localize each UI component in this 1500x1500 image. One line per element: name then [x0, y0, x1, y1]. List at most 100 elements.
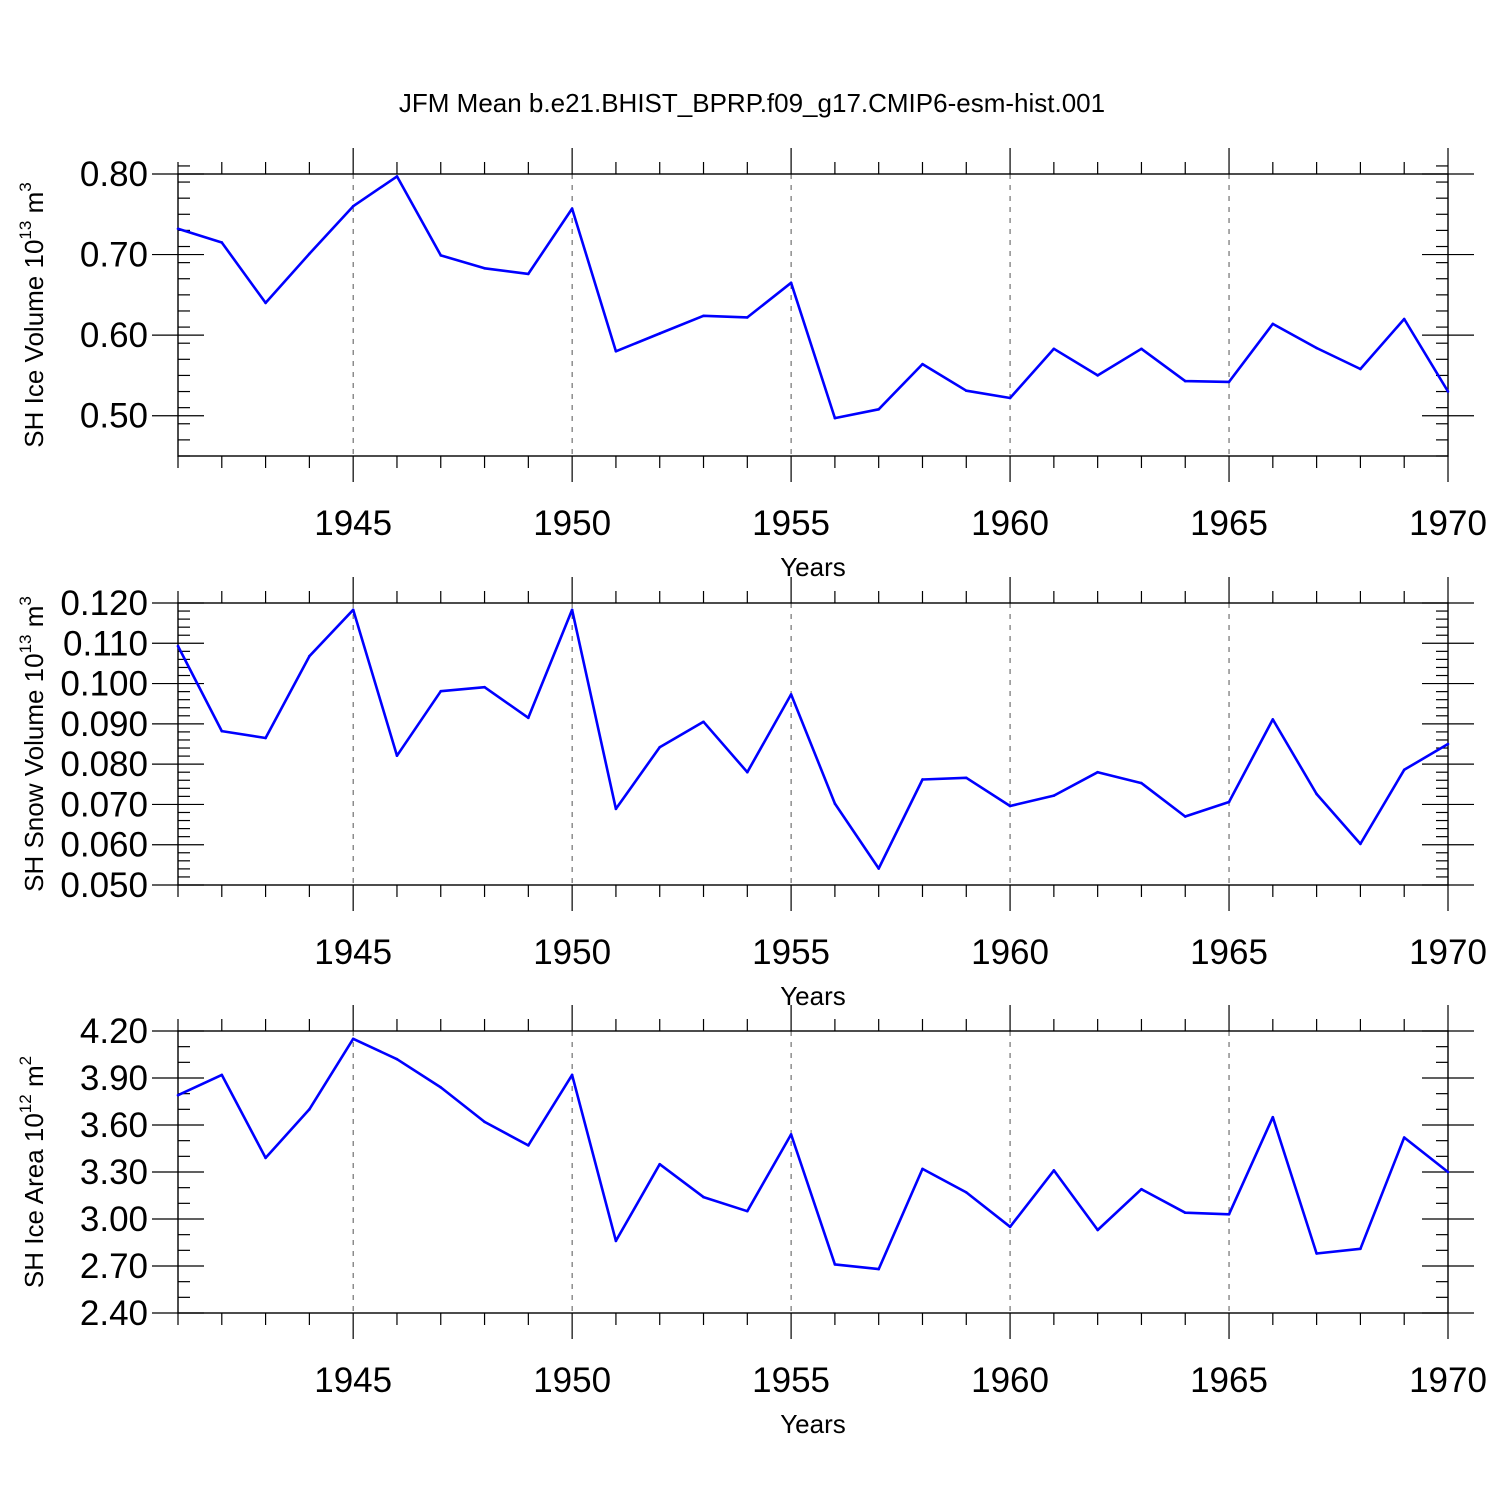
data-point [1183, 815, 1187, 818]
data-point [351, 608, 355, 612]
data-point [1140, 781, 1143, 785]
data-point [1315, 792, 1318, 796]
y-tick-label: 0.80 [80, 155, 148, 194]
data-point [308, 654, 311, 658]
data-point [351, 204, 355, 208]
x-tick-label: 1950 [533, 1361, 611, 1400]
data-point [570, 1073, 574, 1077]
x-tick-label: 1960 [971, 504, 1049, 543]
y-tick-label: 0.60 [80, 316, 148, 355]
data-point [1359, 367, 1362, 371]
data-point [964, 776, 968, 780]
data-point [789, 693, 793, 696]
data-point [746, 770, 749, 774]
data-point [395, 1057, 399, 1061]
y-tick-label: 3.90 [80, 1059, 148, 1098]
y-tick-label: 0.100 [60, 665, 148, 704]
y-tick-label: 2.70 [80, 1247, 148, 1286]
data-point [1008, 396, 1012, 400]
x-tick-label: 1960 [971, 1361, 1049, 1400]
x-tick-label: 1965 [1190, 504, 1268, 543]
figure-title: JFM Mean b.e21.BHIST_BPRP.f09_g17.CMIP6-… [399, 88, 1105, 118]
data-point [614, 1239, 618, 1243]
data-point [1227, 380, 1231, 384]
x-tick-label: 1945 [314, 1361, 392, 1400]
data-point [1227, 800, 1231, 804]
y-axis-title-unit-exponent: 3 [16, 596, 35, 605]
data-point [395, 754, 399, 757]
data-point [1008, 804, 1012, 808]
y-axis-title-unit-exponent: 2 [16, 1056, 35, 1065]
data-point [1096, 1228, 1099, 1232]
data-point [833, 802, 837, 805]
panel-2: 0.0500.0600.0700.0800.0900.1000.1100.120… [16, 577, 1487, 1011]
data-point [527, 1144, 530, 1147]
data-point [1402, 768, 1406, 772]
data-point [439, 254, 443, 257]
data-point [351, 1037, 355, 1041]
plot-frame [177, 1030, 1449, 1314]
data-point [439, 689, 443, 693]
x-tick-label: 1970 [1409, 1361, 1487, 1400]
data-point [746, 316, 749, 319]
data-point [1140, 1187, 1143, 1191]
data-point [1096, 770, 1099, 774]
data-point [264, 1156, 267, 1160]
data-point [1183, 379, 1187, 383]
data-point [264, 301, 267, 305]
data-point [395, 175, 399, 178]
y-tick-label: 0.060 [60, 826, 148, 865]
data-point [483, 685, 486, 689]
data-point [570, 608, 574, 612]
data-point [1096, 374, 1099, 377]
data-point [614, 349, 618, 353]
data-point [1446, 1170, 1450, 1174]
data-point [702, 314, 705, 318]
data-point [220, 729, 224, 733]
series-line [177, 1037, 1449, 1271]
y-axis-title-base: SH Ice Area 10 [19, 1113, 49, 1288]
y-tick-label: 0.110 [63, 624, 148, 663]
x-tick-label: 1970 [1409, 504, 1487, 543]
y-axis-title: SH Ice Volume 1013 m3 [16, 182, 49, 447]
data-point [1271, 322, 1275, 326]
x-axis-title: Years [780, 1409, 846, 1439]
data-point [877, 1267, 880, 1271]
data-point [264, 736, 267, 740]
y-tick-label: 3.00 [80, 1200, 148, 1239]
x-tick-label: 1950 [533, 933, 611, 972]
y-tick-label: 0.70 [80, 236, 148, 275]
data-point [1402, 1136, 1406, 1139]
data-point [614, 807, 618, 811]
y-tick-label: 2.40 [80, 1294, 148, 1333]
data-point [176, 644, 180, 648]
data-point [702, 1195, 705, 1199]
y-axis-title: SH Ice Area 1012 m2 [16, 1056, 49, 1288]
data-point [921, 1167, 924, 1171]
data-point [176, 227, 180, 231]
data-point [1446, 742, 1450, 746]
data-point [176, 1093, 180, 1097]
y-tick-label: 0.50 [80, 397, 148, 436]
panel-3: 2.40 2.70 3.00 3.30 3.60 3.90 4.20 1945 1950 1955… [16, 1005, 1487, 1439]
y-tick-label: 0.080 [60, 745, 148, 784]
data-point [658, 1162, 662, 1166]
data-point [308, 252, 311, 256]
data-point [439, 1086, 443, 1089]
x-tick-label: 1945 [314, 933, 392, 972]
x-tick-label: 1970 [1409, 933, 1487, 972]
data-point [658, 332, 662, 335]
data-point [483, 266, 486, 270]
plot-frame [177, 173, 1449, 457]
data-point [1359, 842, 1362, 846]
y-tick-label: 3.30 [80, 1153, 148, 1192]
y-tick-label: 0.070 [60, 785, 148, 824]
data-point [877, 407, 880, 411]
data-point [702, 720, 705, 724]
series-line [177, 175, 1450, 420]
y-axis-title-exponent: 12 [16, 1094, 35, 1113]
data-point [964, 389, 968, 393]
data-point [1359, 1247, 1362, 1251]
